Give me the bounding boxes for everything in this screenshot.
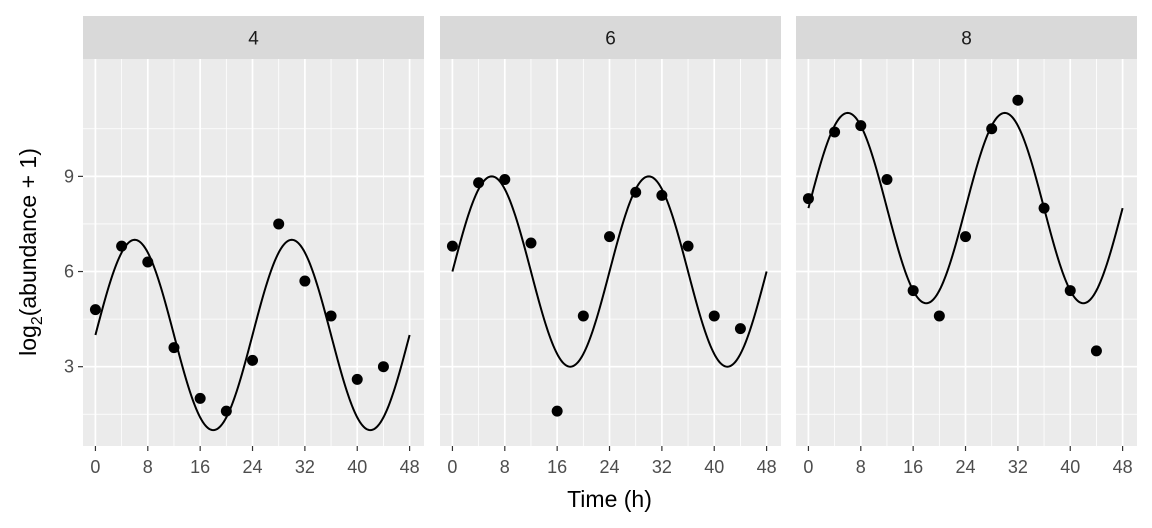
data-point: [708, 310, 720, 322]
fitted-curve: [94, 238, 411, 432]
facet-strip-label: 8: [961, 29, 972, 50]
data-point: [604, 231, 616, 243]
data-point: [802, 193, 814, 205]
y-axis-title: log2(abundance + 1): [15, 148, 46, 356]
data-point: [499, 174, 511, 186]
x-axis-title: Time (h): [567, 486, 652, 512]
data-point: [1090, 345, 1102, 357]
y-axis-title-subscript: 2: [29, 316, 46, 325]
data-point: [168, 342, 180, 354]
facet-panel-8: 8 0 8 16 24 32 40 48: [796, 16, 1137, 477]
data-point: [273, 218, 285, 230]
x-tick-label: 48: [1113, 457, 1133, 477]
panel-background: [796, 59, 1137, 446]
data-point: [194, 392, 206, 404]
x-tick-label: 24: [600, 457, 620, 477]
data-point: [829, 126, 841, 138]
data-point: [960, 231, 972, 243]
x-tick-label: 8: [500, 457, 510, 477]
facet-strip-label: 4: [248, 29, 259, 50]
data-point: [247, 354, 259, 366]
fitted-curve: [451, 175, 768, 368]
data-point: [351, 373, 363, 385]
data-point: [630, 186, 642, 198]
data-point: [551, 405, 563, 417]
x-tick-label: 32: [295, 457, 315, 477]
data-point: [377, 361, 389, 373]
data-point: [1038, 202, 1050, 214]
y-tick-label: 6: [64, 262, 74, 282]
facet-panel-6: 6 0 8 16 24 32 40 48: [440, 16, 781, 477]
data-point: [855, 120, 867, 132]
x-tick-label: 8: [856, 457, 866, 477]
data-point: [933, 310, 945, 322]
x-tick-label: 40: [1060, 457, 1080, 477]
x-tick-label: 40: [704, 457, 724, 477]
x-tick-label: 32: [1008, 457, 1028, 477]
data-point: [525, 237, 537, 249]
y-tick-label: 9: [64, 166, 74, 186]
data-point: [577, 310, 589, 322]
x-tick-label: 16: [190, 457, 210, 477]
facet-strip: [83, 16, 424, 59]
x-tick-label: 8: [143, 457, 153, 477]
x-tick-label: 48: [400, 457, 420, 477]
x-tick-label: 32: [652, 457, 672, 477]
data-point: [1064, 285, 1076, 297]
x-tick-label: 48: [757, 457, 777, 477]
x-tick-label: 16: [547, 457, 567, 477]
data-point: [220, 405, 232, 417]
y-axis-title-rest: (abundance + 1): [15, 148, 41, 316]
x-tick-label: 0: [90, 457, 100, 477]
y-tick-label: 3: [64, 357, 74, 377]
data-point: [446, 240, 458, 252]
facet-strip: [440, 16, 781, 59]
data-point: [986, 123, 998, 135]
data-point: [325, 310, 337, 322]
panel-background: [83, 59, 424, 446]
data-point: [682, 240, 694, 252]
data-point: [907, 285, 919, 297]
x-tick-label: 0: [447, 457, 457, 477]
data-point: [1012, 94, 1024, 106]
facet-strip-label: 6: [605, 29, 616, 50]
x-tick-label: 0: [803, 457, 813, 477]
data-point: [734, 323, 746, 335]
data-point: [142, 256, 154, 268]
facet-strip: [796, 16, 1137, 59]
x-tick-label: 24: [956, 457, 976, 477]
panel-background: [440, 59, 781, 446]
y-axis-title-main: log: [15, 325, 41, 356]
x-tick-label: 16: [903, 457, 923, 477]
x-tick-label: 40: [347, 457, 367, 477]
data-point: [656, 189, 668, 201]
data-point: [881, 174, 893, 186]
data-point: [299, 275, 311, 287]
data-point: [89, 304, 101, 316]
data-point: [116, 240, 128, 252]
data-point: [473, 177, 485, 189]
x-tick-label: 24: [243, 457, 263, 477]
